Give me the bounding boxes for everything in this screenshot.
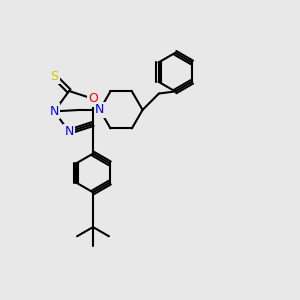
Text: O: O xyxy=(88,92,98,105)
Text: S: S xyxy=(50,70,59,83)
Text: N: N xyxy=(64,125,74,138)
Text: N: N xyxy=(50,105,59,118)
Text: N: N xyxy=(95,103,104,116)
